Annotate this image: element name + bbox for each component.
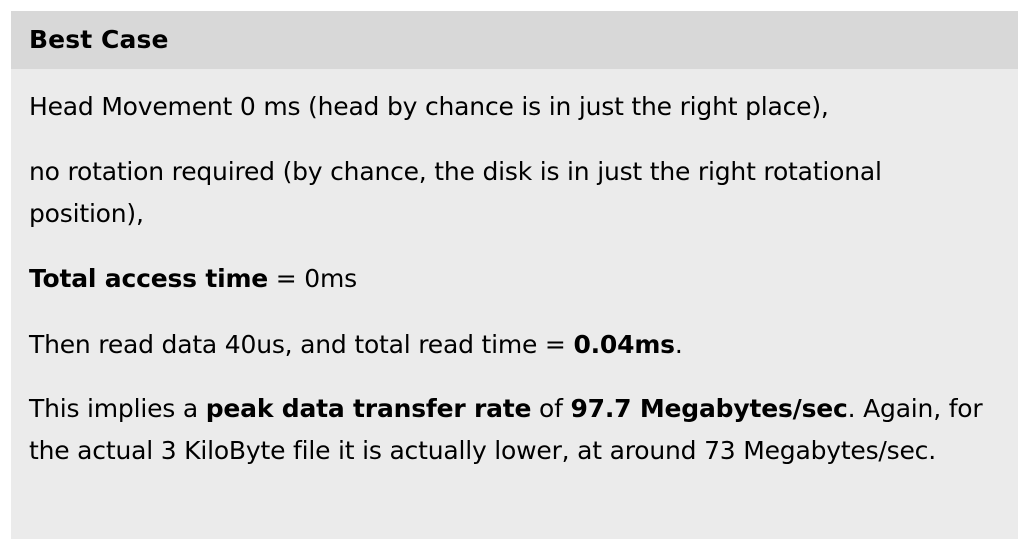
read-time-paragraph: Then read data 40us, and total read time… [29,324,1000,366]
peak-rate-value: 97.7 Megabytes/sec [570,394,848,423]
transfer-rate-of: of [531,394,571,423]
transfer-rate-paragraph: This implies a peak data transfer rate o… [29,388,1000,472]
total-access-time-paragraph: Total access time = 0ms [29,258,1000,300]
read-time-text: Then read data 40us, and total read time… [29,330,574,359]
read-time-value: 0.04ms [573,330,675,359]
total-access-time-value: = 0ms [268,264,357,293]
transfer-rate-rest: . Again, for the actual 3 KiloByte file … [29,394,983,465]
head-movement-paragraph: Head Movement 0 ms (head by chance is in… [29,92,829,121]
read-time-end: . [674,330,683,359]
peak-rate-label: peak data transfer rate [205,394,532,423]
rotation-paragraph: no rotation required (by chance, the dis… [29,157,882,228]
transfer-rate-intro: This implies a [29,394,206,423]
best-case-block: Best Case Head Movement 0 ms (head by ch… [11,11,1018,539]
block-title: Best Case [11,11,1018,69]
total-access-time-label: Total access time [29,264,269,293]
block-body: Head Movement 0 ms (head by chance is in… [11,69,1018,472]
